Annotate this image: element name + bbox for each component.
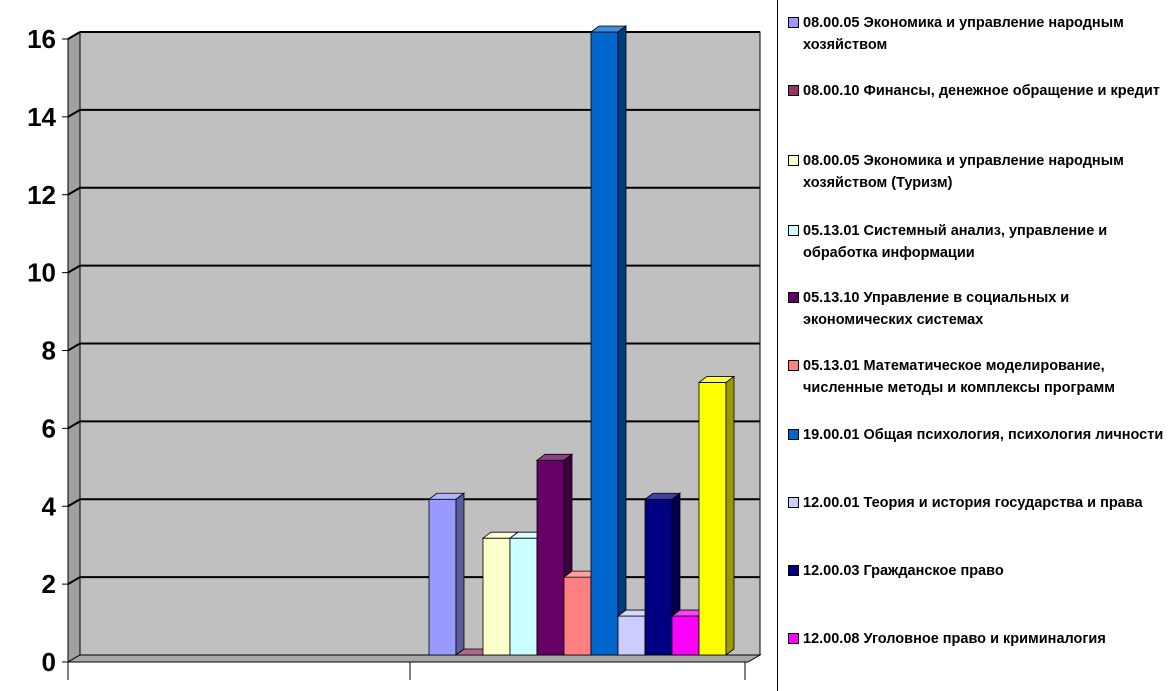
legend-swatch: [788, 155, 799, 166]
legend-swatch: [788, 429, 799, 440]
gridline-side: [67, 420, 81, 430]
bar-front: [509, 537, 538, 656]
legend-label: 19.00.01 Общая психология, психология ли…: [803, 427, 1164, 443]
bar-side: [617, 25, 627, 656]
legend-swatch: [788, 633, 799, 644]
gridline-side: [67, 342, 81, 352]
y-tick-label: 8: [42, 336, 56, 366]
legend-swatch: [788, 360, 799, 371]
bar-side: [455, 492, 465, 656]
bar-chart: 0 2 4 6 8 10 12 14 16: [27, 24, 762, 680]
bar: [589, 25, 628, 656]
bar-front: [617, 615, 646, 656]
bar: [697, 375, 736, 656]
bar-side: [725, 375, 735, 656]
floor: [66, 654, 762, 663]
gridline-side: [67, 31, 81, 40]
y-tick-label: 4: [42, 491, 57, 521]
legend-item: 08.00.10 Финансы, денежное обращение и к…: [788, 80, 1166, 102]
y-tick-label: 6: [42, 413, 56, 443]
bar-front: [671, 615, 700, 656]
legend-label: 08.00.05 Экономика и управление народным…: [803, 153, 1124, 191]
bar: [427, 492, 466, 656]
legend-label: 08.00.10 Финансы, денежное обращение и к…: [803, 83, 1160, 99]
bar-front: [563, 576, 592, 656]
legend-label: 08.00.05 Экономика и управление народным…: [803, 15, 1124, 53]
legend-item: 05.13.01 Математическое моделирование, ч…: [788, 355, 1166, 399]
legend-swatch: [788, 17, 799, 28]
gridline-side: [67, 264, 81, 274]
legend-label: 05.13.01 Математическое моделирование, ч…: [803, 358, 1115, 396]
legend-label: 05.13.10 Управление в социальных и эконо…: [803, 290, 1070, 328]
y-tick-label: 16: [27, 24, 56, 54]
bar-front: [482, 537, 511, 656]
legend-item: 19.00.01 Общая психология, психология ли…: [788, 424, 1166, 446]
legend-swatch: [788, 292, 799, 303]
gridlines: [67, 31, 760, 585]
legend-label: 12.00.08 Уголовное право и криминалогия: [803, 631, 1106, 647]
y-tick-label: 0: [42, 647, 56, 677]
legend-swatch: [788, 565, 799, 576]
y-tick-label: 2: [42, 569, 56, 599]
legend-item: 05.13.10 Управление в социальных и эконо…: [788, 287, 1166, 331]
legend-item: 12.00.01 Теория и история государства и …: [788, 492, 1166, 514]
legend-item: 08.00.05 Экономика и управление народным…: [788, 12, 1166, 56]
gridline-side: [67, 576, 81, 585]
legend-label: 12.00.01 Теория и история государства и …: [803, 495, 1143, 511]
legend-swatch: [788, 497, 799, 508]
y-tick-label: 12: [27, 180, 56, 210]
gridline-side: [67, 498, 81, 508]
legend-item: 12.00.03 Гражданское право: [788, 560, 1166, 582]
y-tick-label: 14: [27, 102, 56, 132]
legend-label: 05.13.01 Системный анализ, управление и …: [803, 223, 1108, 261]
y-tick-label: 10: [27, 258, 56, 288]
legend-item: 08.00.05 Экономика и управление народным…: [788, 150, 1166, 194]
legend-label: 12.00.03 Гражданское право: [803, 563, 1004, 579]
bar: [616, 609, 655, 656]
legend-item: 05.13.01 Системный анализ, управление и …: [788, 220, 1166, 264]
y-axis: 0 2 4 6 8 10 12 14 16: [27, 24, 746, 680]
bar-front: [698, 382, 727, 656]
legend-swatch: [788, 85, 799, 96]
gridline-side: [67, 109, 81, 118]
bar: [643, 492, 682, 656]
gridline-side: [67, 186, 81, 196]
legend-swatch: [788, 225, 799, 236]
bar-front: [536, 459, 565, 656]
legend: 08.00.05 Экономика и управление народным…: [777, 0, 1167, 691]
bar-front: [428, 498, 457, 656]
bars: [427, 25, 736, 656]
bar-front: [644, 498, 673, 656]
legend-item: 12.00.08 Уголовное право и криминалогия: [788, 628, 1166, 650]
bar-front: [590, 31, 619, 656]
